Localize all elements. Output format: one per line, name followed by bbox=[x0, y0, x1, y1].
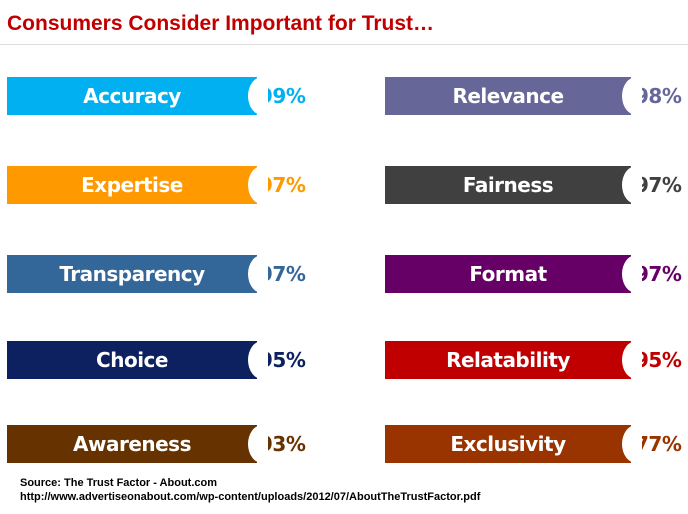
bar-relevance: Relevance bbox=[385, 77, 642, 115]
bar-notch bbox=[248, 255, 268, 293]
bar-transparency: Transparency bbox=[7, 255, 268, 293]
bar-notch bbox=[622, 425, 642, 463]
bar-format: Format bbox=[385, 255, 642, 293]
bar-label: Transparency bbox=[59, 262, 205, 286]
source-note: Source: The Trust Factor - About.com htt… bbox=[20, 476, 480, 504]
bar-notch bbox=[248, 425, 268, 463]
bar-exclusivity: Exclusivity bbox=[385, 425, 642, 463]
value-label: 98% bbox=[635, 84, 682, 108]
bar-notch bbox=[622, 166, 642, 204]
bar-notch bbox=[622, 77, 642, 115]
bar-awareness: Awareness bbox=[7, 425, 268, 463]
title-divider bbox=[0, 44, 688, 45]
bar-label: Relevance bbox=[452, 84, 564, 108]
bar-notch bbox=[622, 341, 642, 379]
value-label: 95% bbox=[635, 348, 682, 372]
source-url: http://www.advertiseonabout.com/wp-conte… bbox=[20, 491, 481, 503]
bar-notch bbox=[248, 166, 268, 204]
bar-label: Awareness bbox=[73, 432, 192, 456]
bar-relatability: Relatability bbox=[385, 341, 642, 379]
value-label: 97% bbox=[635, 262, 682, 286]
bar-label: Relatability bbox=[446, 348, 570, 372]
value-label: 97% bbox=[635, 173, 682, 197]
bar-choice: Choice bbox=[7, 341, 268, 379]
bar-accuracy: Accuracy bbox=[7, 77, 268, 115]
bar-notch bbox=[248, 341, 268, 379]
bar-label: Choice bbox=[96, 348, 168, 372]
bar-label: Format bbox=[469, 262, 547, 286]
bar-fairness: Fairness bbox=[385, 166, 642, 204]
bar-label: Expertise bbox=[81, 173, 183, 197]
bar-label: Exclusivity bbox=[450, 432, 566, 456]
bar-notch bbox=[622, 255, 642, 293]
source-line: Source: The Trust Factor - About.com bbox=[20, 477, 217, 489]
bar-expertise: Expertise bbox=[7, 166, 268, 204]
bar-label: Accuracy bbox=[83, 84, 181, 108]
chart-title: Consumers Consider Important for Trust… bbox=[7, 12, 435, 35]
bar-label: Fairness bbox=[462, 173, 554, 197]
bar-notch bbox=[248, 77, 268, 115]
value-label: 77% bbox=[635, 432, 682, 456]
